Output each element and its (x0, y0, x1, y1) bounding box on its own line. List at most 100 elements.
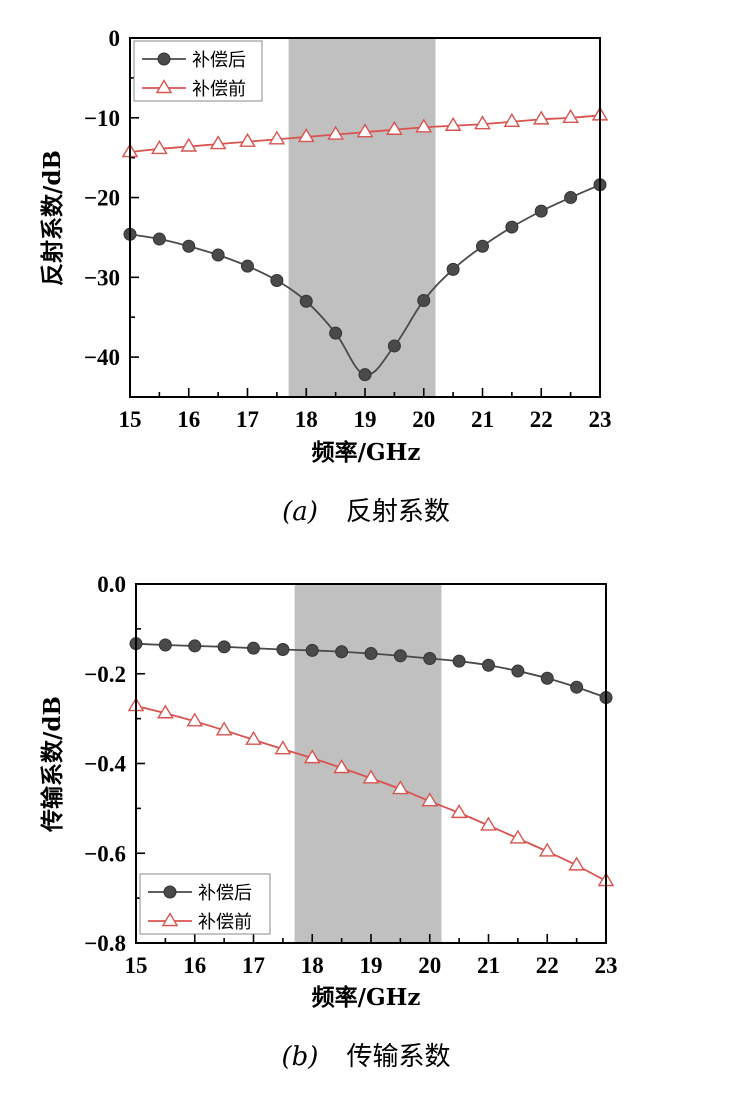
data-point (241, 259, 254, 273)
x-tick-label: 16 (183, 953, 206, 978)
data-point (327, 125, 344, 140)
legend-box (139, 873, 271, 935)
series-uncompensated (127, 697, 615, 887)
x-tick-label: 22 (536, 953, 559, 978)
x-tick-label: 15 (125, 953, 148, 978)
data-point (158, 638, 172, 652)
x-tick-label: 18 (295, 407, 318, 432)
reflection-coefficient-chart: 15 16 17 18 19 20 21 22 23 0 −10 −20 −30 −40 频率/GHz 反射系… (39, 26, 612, 527)
x-axis-title: 频率/GHz (312, 984, 421, 1011)
y-tick-label: −10 (84, 106, 120, 131)
series-compensated (129, 637, 613, 705)
data-point (276, 643, 290, 657)
data-point (270, 274, 284, 288)
data-point (209, 135, 227, 150)
y-axis-title: 反射系数/dB (39, 150, 66, 286)
legend-label: 补偿前 (192, 79, 246, 100)
x-tick-label: 17 (242, 953, 265, 978)
data-point (392, 780, 409, 795)
highlight-band (294, 584, 442, 943)
plot-frame (135, 583, 607, 944)
data-point (480, 816, 497, 831)
legend-label: 补偿后 (192, 50, 246, 71)
y-tick-label: 0.0 (97, 572, 126, 597)
legend-box (133, 40, 263, 102)
y-tick-label: −30 (84, 265, 120, 290)
data-point (386, 120, 403, 135)
x-tick-label: 21 (471, 407, 494, 432)
data-point (157, 704, 174, 719)
data-point (450, 803, 468, 819)
caption-title: 反射系数 (346, 497, 450, 527)
data-point (446, 262, 460, 276)
x-tick-label: 20 (418, 953, 441, 978)
y-tick-label: 0 (109, 26, 121, 51)
data-point (215, 721, 233, 736)
data-point (299, 294, 313, 308)
x-axis: 15 16 17 18 19 20 21 22 23 (125, 934, 618, 978)
x-tick-label: 18 (301, 953, 324, 978)
y-tick-label: −20 (84, 186, 120, 211)
data-point (532, 110, 550, 125)
y-axis-title: 传输系数/dB (39, 696, 66, 833)
legend-marker (161, 912, 179, 927)
data-point (333, 759, 350, 774)
y-tick-label: −0.6 (84, 841, 126, 866)
data-point (362, 769, 380, 784)
data-point (474, 115, 491, 130)
data-point (152, 232, 166, 246)
data-point (421, 792, 439, 807)
data-point (540, 671, 554, 685)
data-point (335, 645, 349, 659)
data-point (329, 326, 343, 340)
y-tick-label: −40 (84, 345, 120, 370)
data-point (482, 658, 495, 672)
data-point (274, 740, 292, 755)
data-point (303, 749, 321, 764)
y-tick-label: −0.8 (84, 931, 126, 956)
data-point (415, 118, 433, 133)
x-tick-label: 15 (119, 407, 142, 432)
caption-label: (a) (282, 497, 318, 527)
data-point (245, 730, 262, 745)
x-tick-label: 22 (530, 407, 553, 432)
data-point (509, 829, 527, 844)
data-point (387, 339, 401, 353)
data-point (217, 640, 231, 654)
legend-label: 补偿后 (198, 883, 252, 904)
x-tick-label: 21 (477, 953, 500, 978)
data-point (356, 123, 374, 138)
x-tick-label: 20 (412, 407, 435, 432)
caption-label: (b) (282, 1042, 319, 1072)
data-point (151, 140, 168, 155)
data-point (393, 649, 407, 663)
legend-label: 补偿前 (198, 912, 252, 933)
data-point (476, 239, 489, 253)
x-tick-label: 23 (595, 953, 618, 978)
data-point (417, 293, 431, 307)
caption-title: 传输系数 (346, 1042, 450, 1072)
data-point (182, 239, 196, 253)
data-point (568, 856, 585, 871)
data-point (188, 639, 202, 653)
data-point (452, 654, 466, 668)
x-axis: 15 16 17 18 19 20 21 22 23 (119, 388, 612, 432)
data-point (538, 842, 556, 857)
y-tick-label: −0.2 (84, 662, 126, 687)
data-point (570, 680, 584, 694)
data-point (444, 116, 462, 131)
y-axis: 0.0 −0.2 −0.4 −0.6 −0.8 (84, 572, 145, 956)
data-point (180, 137, 198, 152)
data-point (268, 130, 286, 145)
x-tick-label: 19 (360, 953, 383, 978)
transmission-coefficient-chart: 15 16 17 18 19 20 21 22 23 0.0 −0.2 −0.4 −0.6 −0.8 频率/… (39, 572, 618, 1072)
data-point (239, 132, 256, 147)
x-tick-label: 23 (589, 407, 612, 432)
data-point (564, 191, 578, 205)
series-uncompensated (121, 106, 609, 158)
plot-frame (129, 37, 601, 398)
data-point (534, 204, 548, 218)
data-point (562, 108, 579, 123)
